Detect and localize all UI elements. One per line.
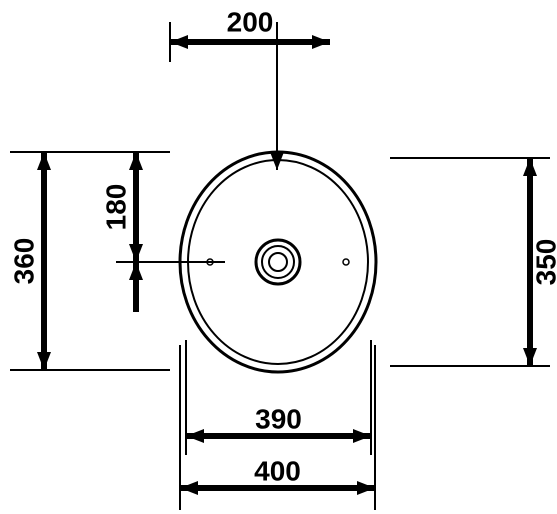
arrow-200-right bbox=[312, 35, 330, 49]
arrow-390-left bbox=[186, 429, 204, 443]
drain-mid-circle bbox=[262, 246, 294, 278]
arrow-390-right bbox=[353, 429, 371, 443]
technical-drawing: 200 360 180 350 390 400 bbox=[0, 0, 557, 514]
arrow-400-left bbox=[180, 481, 198, 495]
dim-360-label: 360 bbox=[8, 238, 39, 285]
arrow-200-left bbox=[170, 35, 188, 49]
arrow-180-tail-up bbox=[129, 262, 143, 280]
arrow-360-up bbox=[37, 152, 51, 170]
dim-180-label: 180 bbox=[100, 184, 131, 231]
side-hole-1 bbox=[343, 259, 349, 265]
arrow-400-right bbox=[357, 481, 375, 495]
arrow-350-down bbox=[523, 348, 537, 366]
dim-400-label: 400 bbox=[254, 455, 301, 486]
arrow-350-up bbox=[523, 158, 537, 176]
arrow-180-down bbox=[129, 244, 143, 262]
dim-390-label: 390 bbox=[255, 403, 302, 434]
arrow-180-up bbox=[129, 152, 143, 170]
dim-350-label: 350 bbox=[530, 239, 557, 286]
drain-inner-circle bbox=[269, 253, 287, 271]
dim-200-label: 200 bbox=[227, 6, 274, 37]
arrow-360-down bbox=[37, 352, 51, 370]
